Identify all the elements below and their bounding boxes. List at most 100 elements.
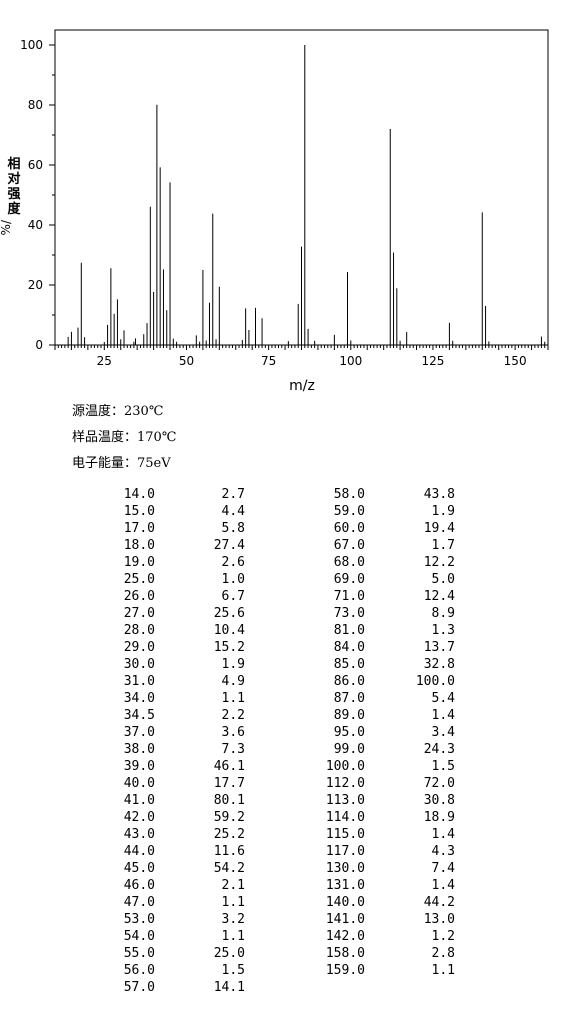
mz-value: 158.0 [325,946,365,961]
peak-table-row: 68.0 12.2 [325,554,455,571]
peak-table-row: 57.0 14.1 [115,979,245,996]
peak-table-row: 84.0 13.7 [325,639,455,656]
peak-table-row: 25.0 1.0 [115,571,245,588]
peak-table-row: 54.0 1.1 [115,928,245,945]
peak-table-row: 99.0 24.3 [325,741,455,758]
peak-table-row: 27.0 25.6 [115,605,245,622]
relative-abundance: 4.9 [221,674,245,689]
mz-value: 113.0 [325,793,365,808]
peak-table-row: 131.0 1.4 [325,877,455,894]
mz-value: 45.0 [123,861,155,876]
mz-value: 15.0 [123,504,155,519]
mz-value: 42.0 [123,810,155,825]
relative-abundance: 27.4 [213,538,245,553]
peak-table-row: 69.0 5.0 [325,571,455,588]
relative-abundance: 12.2 [423,555,455,570]
mz-value: 55.0 [123,946,155,961]
mz-value: 31.0 [123,674,155,689]
mz-value: 46.0 [123,878,155,893]
x-tick-label: 75 [261,354,276,368]
mz-value: 28.0 [123,623,155,638]
mz-value: 86.0 [333,674,365,689]
relative-abundance: 11.6 [213,844,245,859]
relative-abundance: 8.9 [431,606,455,621]
mass-spectrum-chart: 25 50 75 100 125 150 0 20 40 60 80 100 m/z 相 对 强 度… [0,29,549,394]
peak-table-row: 141.0 13.0 [325,911,455,928]
mz-value: 100.0 [325,759,365,774]
peak-table-row: 38.0 7.3 [115,741,245,758]
peak-table-row: 43.0 25.2 [115,826,245,843]
y-axis-ticks: 0 20 40 60 80 100 [20,38,55,352]
relative-abundance: 5.4 [431,691,455,706]
peak-table-row: 30.0 1.9 [115,656,245,673]
relative-abundance: 13.0 [423,912,455,927]
relative-abundance: 1.7 [431,538,455,553]
peak-table-row: 159.0 1.1 [325,962,455,979]
mz-value: 56.0 [123,963,155,978]
mz-value: 57.0 [123,980,155,995]
peak-table-row: 53.0 3.2 [115,911,245,928]
mz-value: 14.0 [123,487,155,502]
mz-value: 38.0 [123,742,155,757]
mz-value: 95.0 [333,725,365,740]
peak-table-row: 44.0 11.6 [115,843,245,860]
mz-value: 140.0 [325,895,365,910]
x-axis-label: m/z [289,378,315,394]
relative-abundance: 19.4 [423,521,455,536]
peak-table-row: 31.0 4.9 [115,673,245,690]
mz-value: 67.0 [333,538,365,553]
mz-value: 60.0 [333,521,365,536]
x-tick-label: 50 [179,354,194,368]
mz-value: 68.0 [333,555,365,570]
relative-abundance: 2.1 [221,878,245,893]
relative-abundance: 12.4 [423,589,455,604]
relative-abundance: 2.2 [221,708,245,723]
mz-value: 17.0 [123,521,155,536]
peak-table-row: 17.0 5.8 [115,520,245,537]
peak-table-right: 58.0 43.8 59.0 1.9 60.0 19.4 67.0 1.7 68.0 12.2 69… [325,486,455,979]
peak-table-row: 86.0 100.0 [325,673,455,690]
y-axis-label-unit: %/ [0,219,13,235]
mz-value: 34.0 [123,691,155,706]
mz-value: 142.0 [325,929,365,944]
peak-table-row: 142.0 1.2 [325,928,455,945]
peak-table-row: 14.0 2.7 [115,486,245,503]
mz-value: 159.0 [325,963,365,978]
peak-table-row: 73.0 8.9 [325,605,455,622]
relative-abundance: 1.2 [431,929,455,944]
relative-abundance: 46.1 [213,759,245,774]
peak-table-row: 59.0 1.9 [325,503,455,520]
relative-abundance: 4.3 [431,844,455,859]
peak-table-row: 42.0 59.2 [115,809,245,826]
relative-abundance: 13.7 [423,640,455,655]
relative-abundance: 17.7 [213,776,245,791]
x-tick-label: 25 [97,354,112,368]
peak-table-row: 15.0 4.4 [115,503,245,520]
relative-abundance: 1.1 [221,929,245,944]
mz-value: 27.0 [123,606,155,621]
mz-value: 87.0 [333,691,365,706]
relative-abundance: 1.4 [431,878,455,893]
relative-abundance: 25.2 [213,827,245,842]
peak-table-row: 71.0 12.4 [325,588,455,605]
relative-abundance: 14.1 [213,980,245,995]
mz-value: 41.0 [123,793,155,808]
relative-abundance: 1.4 [431,827,455,842]
peak-table-row: 26.0 6.7 [115,588,245,605]
mz-value: 81.0 [333,623,365,638]
peak-table-left: 14.0 2.7 15.0 4.4 17.0 5.8 18.0 27.4 19.0 2.6 25.0… [115,486,245,996]
relative-abundance: 1.5 [431,759,455,774]
mz-value: 44.0 [123,844,155,859]
mz-value: 114.0 [325,810,365,825]
x-tick-label: 150 [504,354,527,368]
peak-table-row: 46.0 2.1 [115,877,245,894]
mz-value: 112.0 [325,776,365,791]
relative-abundance: 1.0 [221,572,245,587]
mz-value: 29.0 [123,640,155,655]
relative-abundance: 100.0 [415,674,455,689]
relative-abundance: 5.0 [431,572,455,587]
peak-table-row: 81.0 1.3 [325,622,455,639]
relative-abundance: 72.0 [423,776,455,791]
sample-temperature: 样品温度：170℃ [72,430,177,445]
peak-table-row: 140.0 44.2 [325,894,455,911]
